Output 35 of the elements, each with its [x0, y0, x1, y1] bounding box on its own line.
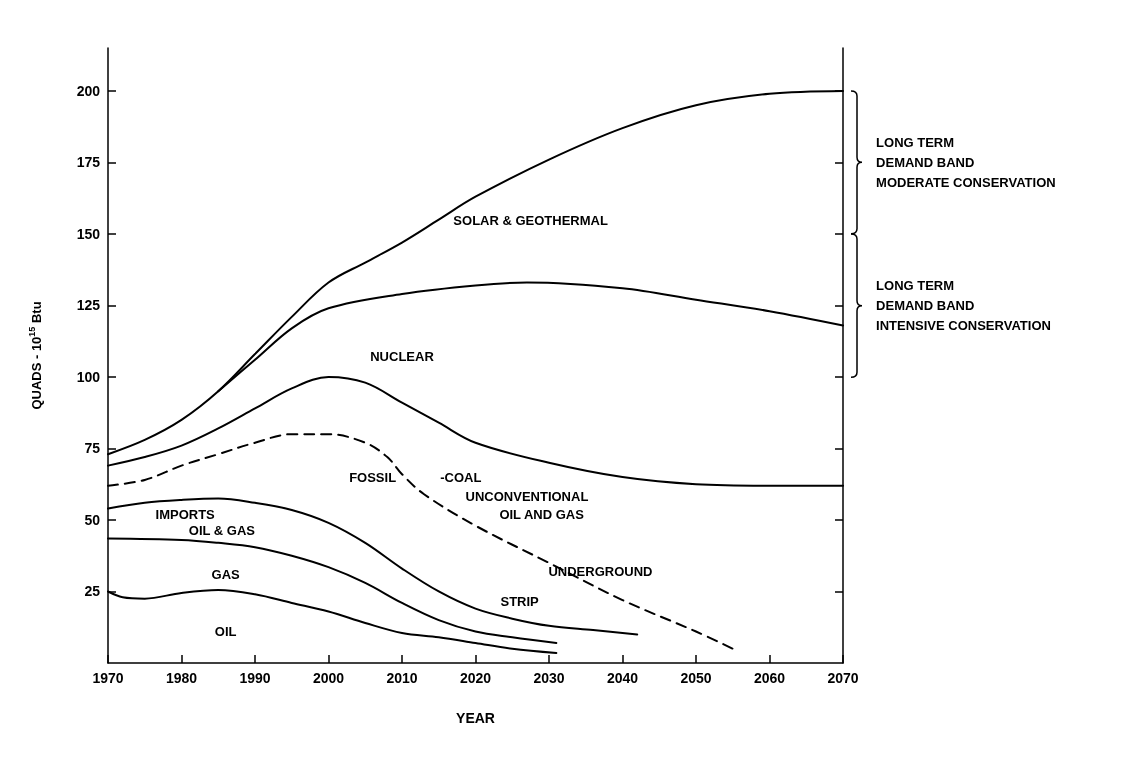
- x-tick-label: 2030: [533, 670, 565, 686]
- x-tick-label: 2040: [606, 670, 639, 686]
- y-tick-label: 125: [76, 297, 101, 314]
- y-tick-label: 200: [76, 82, 101, 99]
- annotation: UNCONVENTIONAL: [465, 489, 589, 505]
- x-tick-label: 1990: [239, 670, 271, 686]
- annotation: OIL: [214, 624, 237, 640]
- annotation: SOLAR & GEOTHERMAL: [453, 212, 608, 228]
- x-tick-label: 2000: [312, 670, 345, 686]
- y-tick-label: 50: [84, 511, 101, 528]
- y-tick-label: 75: [84, 440, 101, 457]
- x-tick-label: 2010: [386, 670, 418, 686]
- x-tick-label: 1970: [92, 670, 124, 686]
- text: LONG TERM DEMAND BAND INTENSIVE CONSERVATION: [876, 278, 1051, 334]
- annotation: -COAL: [440, 469, 482, 485]
- x-tick-label: 2060: [753, 670, 786, 686]
- x-tick-label: 2050: [680, 670, 712, 686]
- annotation: OIL & GAS: [188, 523, 256, 539]
- x-tick-label: 1980: [165, 670, 198, 686]
- y-tick-label: 150: [76, 225, 101, 242]
- annotation: NUCLEAR: [370, 349, 435, 365]
- y-axis-title: QUADS - 1015 Btu: [26, 301, 44, 410]
- annotation: OIL AND GAS: [499, 506, 585, 522]
- annotation: UNDERGROUND: [548, 563, 653, 579]
- x-tick-label: 2020: [459, 670, 492, 686]
- x-tick-label: 2070: [827, 670, 859, 686]
- annotation: STRIP: [500, 594, 540, 609]
- y-tick-label: 175: [76, 154, 101, 171]
- annotation: IMPORTS: [155, 506, 216, 522]
- y-tick-label: 25: [84, 583, 101, 600]
- text: LONG TERM DEMAND BAND MODERATE CONSERVATION: [876, 134, 1056, 190]
- x-axis-title: YEAR: [456, 710, 495, 726]
- annotation: FOSSIL: [349, 469, 397, 485]
- y-tick-label: 100: [76, 368, 101, 385]
- annotation: GAS: [211, 566, 241, 582]
